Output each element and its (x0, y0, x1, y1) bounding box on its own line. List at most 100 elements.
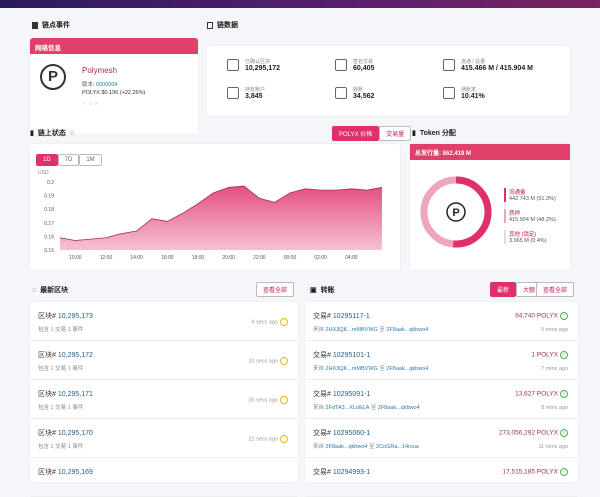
network-card: 网络信息 P Polymesh 版本: 6000004 POLYX $0.196… (30, 38, 198, 134)
data-point (213, 192, 214, 194)
success-icon: ✓ (560, 468, 568, 476)
block-row[interactable]: 区块# 10,295,170 包含 1 交易 1 事件 22 secs ago (30, 419, 298, 458)
block-row[interactable]: 区块# 10,295,172 包含 1 交易 1 事件 10 secs ago (30, 341, 298, 380)
svg-text:P: P (452, 207, 459, 219)
tab-large[interactable]: 大额 (516, 282, 543, 297)
data-point (151, 218, 153, 220)
block-number[interactable]: 区块# 10,295,173 (38, 313, 93, 320)
onchain-title: ▮ 链上状态 ○ (30, 129, 75, 138)
block-icon (227, 59, 239, 71)
data-point (335, 189, 337, 191)
transfer-parties: 来自 2FdTA3...XLoELA 至 2F8aak...qkbwo4 (313, 405, 420, 411)
from-address[interactable]: 2F8aak...qkbwo4 (325, 444, 368, 450)
block-number[interactable]: 区块# 10,295,172 (38, 352, 93, 359)
transfer-row[interactable]: 交易# 10295060-1 来自 2F8aak...qkbwo4 至 2CoGR… (305, 419, 578, 458)
transfers-view-all-button[interactable]: 查看全部 (536, 282, 575, 297)
chain-data-title: 链数据 (207, 20, 238, 30)
info-icon: ○ (69, 129, 75, 137)
bar-chart-icon: ▮ (30, 130, 34, 137)
data-point (167, 221, 168, 222)
success-icon: ✓ (560, 390, 568, 398)
transfer-amount: 17,515,185 POLYX ✓ (502, 468, 568, 476)
block-number[interactable]: 区块# 10,295,170 (38, 430, 93, 437)
data-point (289, 192, 291, 194)
to-address[interactable]: 2F8aak...qkbwo4 (377, 405, 420, 411)
blocks-view-all-button[interactable]: 查看全部 (256, 282, 295, 297)
data-point (243, 185, 245, 187)
stat-accounts[interactable]: 持有账户 3,845 (227, 86, 265, 100)
range-tabs: 1D 7D 1M (36, 154, 102, 166)
x-tick-label: 22:00 (253, 255, 266, 261)
transfer-parties: 来自 2F8aak...qkbwo4 至 2CoGRa...14rxua (313, 444, 419, 450)
data-point (197, 203, 199, 205)
y-tick-label: 0.18 (44, 207, 54, 213)
transfer-id[interactable]: 交易# 10295101-1 (313, 352, 371, 359)
tab-latest[interactable]: 最新 (490, 282, 517, 297)
data-point (351, 188, 352, 190)
transfer-row[interactable]: 交易# 10295091-1 来自 2FdTA3...XLoELA 至 2F8aa… (305, 380, 578, 419)
from-address[interactable]: 2FdTA3...XLoELA (325, 405, 370, 411)
transfer-id[interactable]: 交易# 10295060-1 (313, 430, 371, 437)
transfer-row[interactable]: 交易# 10295117-1 来自 2HX3QK...mMBVWG 至 2F8aa… (305, 302, 578, 341)
transfer-tabs: 最新 大额 (490, 282, 543, 297)
list-icon (32, 21, 38, 29)
stat-inflation[interactable]: 通胀率 10.41% (443, 86, 485, 100)
price-area (60, 186, 382, 250)
block-row[interactable]: 区块# 10,295,171 包含 1 交易 1 事件 16 secs ago (30, 380, 298, 419)
transfer-amount: 94,740 POLYX ✓ (515, 312, 568, 320)
to-address[interactable]: 2F8aak...qkbwo4 (386, 327, 429, 333)
chain-name[interactable]: Polymesh (82, 66, 118, 75)
account-icon (227, 87, 239, 99)
inflation-icon (443, 87, 455, 99)
stat-blocks[interactable]: 已确认区块 10,295,172 (227, 58, 280, 72)
legend-circulating: 流通量 442.743 M (51.3%) (504, 188, 556, 202)
range-1d[interactable]: 1D (36, 154, 58, 166)
to-address[interactable]: 2CoGRa...14rxua (376, 444, 419, 450)
y-tick-label: 0.16 (44, 234, 54, 240)
range-1m[interactable]: 1M (79, 154, 102, 166)
block-number[interactable]: 区块# 10,295,171 (38, 391, 93, 398)
clock-icon (280, 318, 288, 326)
transfer-icon: ▣ (310, 287, 317, 294)
blocks-title: ◌ 最新区块 (32, 286, 69, 295)
from-address[interactable]: 2HX3QK...mMBVWG (325, 327, 378, 333)
x-tick-label: 02:00 (314, 255, 327, 261)
block-row[interactable]: 区块# 10,295,173 包含 1 交易 1 事件 4 secs ago (30, 302, 298, 341)
network-section-title: 链点事件 (32, 20, 70, 30)
network-card-header: 网络信息 (30, 38, 198, 54)
transfer-id[interactable]: 交易# 10294993-1 (313, 469, 371, 476)
tab-volume[interactable]: 交易量 (379, 126, 412, 141)
y-tick-label: 0.15 (44, 248, 54, 254)
to-address[interactable]: 2F8aak...qkbwo4 (386, 366, 429, 372)
transfer-row[interactable]: 交易# 10295101-1 来自 2HX3QK...mMBVWG 至 2F8aa… (305, 341, 578, 380)
github-icon: ○ (88, 101, 95, 107)
version: 版本: 6000004 (82, 82, 118, 88)
transfer-amount: 13,627 POLYX ✓ (515, 390, 568, 398)
transfer-id[interactable]: 交易# 10295117-1 (313, 313, 370, 320)
transfer-id[interactable]: 交易# 10295091-1 (313, 391, 371, 398)
block-number[interactable]: 区块# 10,295,169 (38, 469, 93, 476)
transfers-title: ▣ 转账 (310, 287, 335, 294)
block-row[interactable]: 区块# 10,295,169 (30, 458, 298, 497)
legend-locked: 其他 (锁定) 3.965 M (0.4%) (504, 230, 556, 244)
database-icon (207, 21, 213, 29)
tab-price[interactable]: POLYX 价格 (332, 126, 380, 141)
stat-supply[interactable]: 流通 / 总量 415.466 M / 415.904 M (443, 58, 533, 72)
data-point (182, 212, 183, 214)
twitter-icon: ✓ (94, 101, 102, 107)
from-address[interactable]: 2HX3QK...mMBVWG (325, 366, 378, 372)
stat-extrinsics[interactable]: 签名交易 60,405 (335, 58, 374, 72)
data-point (136, 230, 137, 232)
price-line (59, 185, 383, 241)
stat-transfers[interactable]: 转账 34,562 (335, 86, 374, 100)
transfer-amount: 273,056,292 POLYX ✓ (498, 429, 568, 437)
x-tick-label: 04:00 (345, 255, 358, 261)
data-point (228, 187, 229, 188)
token-icon: ▮ (412, 130, 416, 137)
range-7d[interactable]: 7D (57, 154, 80, 166)
data-point (121, 233, 122, 234)
social-links[interactable]: ♂○✓ (82, 101, 102, 107)
transfer-row[interactable]: 交易# 10294993-1 17,515,185 POLYX ✓ (305, 458, 578, 497)
donut-circulating (420, 176, 492, 248)
y-tick-label: 0.19 (44, 194, 54, 200)
